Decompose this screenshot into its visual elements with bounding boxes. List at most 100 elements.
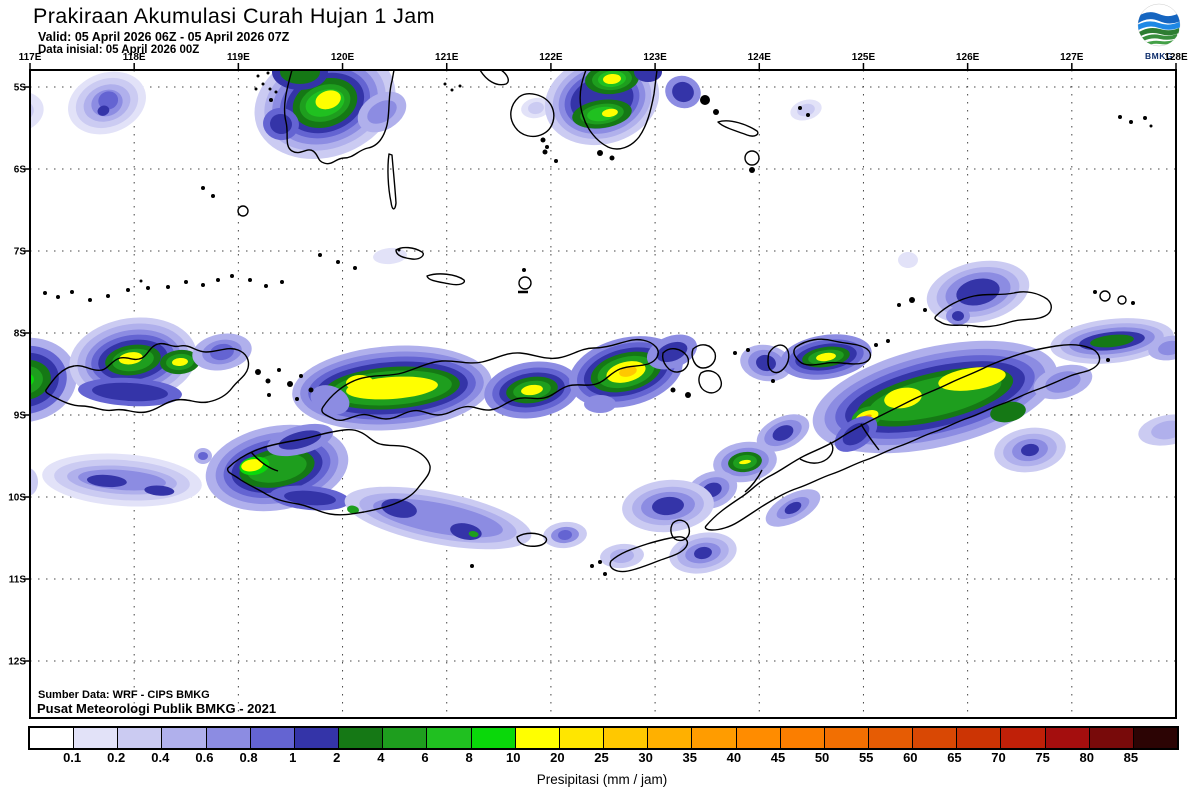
legend-box	[74, 728, 119, 748]
precip-contour	[784, 501, 802, 515]
islet	[746, 348, 750, 352]
coastline-banggai-strip	[717, 120, 759, 137]
precip-cell	[585, 71, 639, 95]
islet	[139, 279, 143, 283]
legend-box	[913, 728, 958, 748]
color-scale-labels: 0.1 0.2 0.4 0.6 0.8 1 2 4 6 8 10 20 25 30 35 40 45 50 55 60…	[0, 750, 1200, 766]
axis-ticks	[23, 63, 1177, 662]
legend-box	[162, 728, 207, 748]
precip-contour	[172, 357, 188, 367]
legend-tick-label: 60	[903, 750, 918, 765]
islet	[470, 564, 474, 568]
precip-contour	[952, 311, 964, 321]
precip-contour	[381, 498, 417, 518]
atoll	[518, 276, 532, 290]
islet	[184, 280, 188, 284]
precip-cell	[572, 99, 632, 129]
islet	[685, 392, 691, 398]
islet	[443, 82, 447, 86]
islet	[264, 284, 268, 288]
coastline-lembata-s	[698, 370, 722, 394]
islet	[261, 82, 265, 86]
islet	[255, 369, 261, 375]
precip-contour	[816, 352, 836, 362]
legend-tick-label: 40	[726, 750, 742, 765]
lon-tick-label: 123E	[643, 52, 667, 63]
precip-contour	[92, 382, 168, 402]
precip-cell	[192, 333, 252, 371]
islet	[798, 106, 802, 110]
islet	[88, 298, 92, 302]
precip-contour	[756, 354, 776, 372]
precip-cell	[346, 375, 374, 391]
precip-cell	[790, 99, 822, 121]
precip-cell	[42, 453, 202, 507]
legend-tick-label: 30	[638, 750, 653, 765]
legend-tick-label: 45	[770, 750, 786, 765]
precip-contour	[373, 247, 407, 265]
islet	[267, 393, 271, 397]
precip-contour	[584, 395, 616, 413]
islet	[274, 90, 278, 94]
legend-tick-label: 20	[550, 750, 565, 765]
islet	[277, 368, 281, 372]
legend-tick-label: 75	[1035, 750, 1050, 765]
legend-tick-label: 2	[333, 750, 341, 765]
islet	[886, 339, 890, 343]
legend-box	[1089, 728, 1134, 748]
coastline-semau	[670, 519, 691, 542]
precip-cell	[946, 307, 970, 325]
page-title: Prakiraan Akumulasi Curah Hujan 1 Jam	[33, 4, 435, 28]
legend-tick-label: 1	[289, 750, 297, 765]
coastline-pantar	[767, 344, 790, 374]
islet	[1118, 115, 1122, 119]
source-data-label: Sumber Data: WRF - CIPS BMKG	[38, 689, 210, 701]
lat-tick-label: 9S	[14, 411, 27, 422]
precip-cell	[634, 71, 662, 82]
islet	[397, 248, 401, 252]
legend-tick-label: 55	[858, 750, 874, 765]
precip-contour	[610, 548, 634, 564]
precip-cell	[569, 336, 683, 408]
legend-tick-label: 0.1	[63, 750, 82, 765]
coastline-buton	[579, 71, 658, 150]
precip-contour	[310, 385, 350, 415]
atoll	[744, 150, 760, 166]
islet	[318, 253, 322, 257]
islet	[713, 109, 719, 115]
islet	[1143, 116, 1147, 120]
lon-tick-label: 121E	[435, 52, 459, 63]
islet	[540, 137, 546, 143]
legend-box	[957, 728, 1002, 748]
coastline-strip-island	[426, 273, 466, 286]
legend-tick-label: 0.4	[151, 750, 170, 765]
precip-cell	[194, 448, 212, 464]
islet	[70, 290, 74, 294]
lat-tick-label: 6S	[14, 165, 27, 176]
coastlines	[45, 71, 1101, 573]
islet	[733, 351, 737, 355]
legend-box	[515, 728, 560, 748]
precip-contour	[898, 252, 918, 268]
islet	[597, 150, 603, 156]
coastline-sulawesi-sw	[283, 71, 395, 165]
islet	[56, 295, 60, 299]
legend-box	[427, 728, 472, 748]
legend-tick-label: 65	[947, 750, 962, 765]
legend-tick-label: 6	[421, 750, 429, 765]
islet	[1131, 301, 1135, 305]
lon-tick-label: 124E	[748, 52, 772, 63]
precip-cell	[31, 91, 44, 133]
islet	[545, 145, 549, 149]
precip-contour	[31, 365, 43, 395]
precip-cell	[765, 489, 821, 527]
precip-cell	[926, 260, 1030, 324]
lon-tick-label: 117E	[19, 52, 42, 63]
lat-tick-label: 5S	[14, 83, 27, 94]
precip-contour	[1158, 340, 1175, 356]
legend-box	[736, 728, 781, 748]
legend-tick-label: 85	[1123, 750, 1139, 765]
islet	[280, 280, 284, 284]
precip-cell	[521, 97, 551, 119]
precip-contour	[672, 81, 694, 103]
